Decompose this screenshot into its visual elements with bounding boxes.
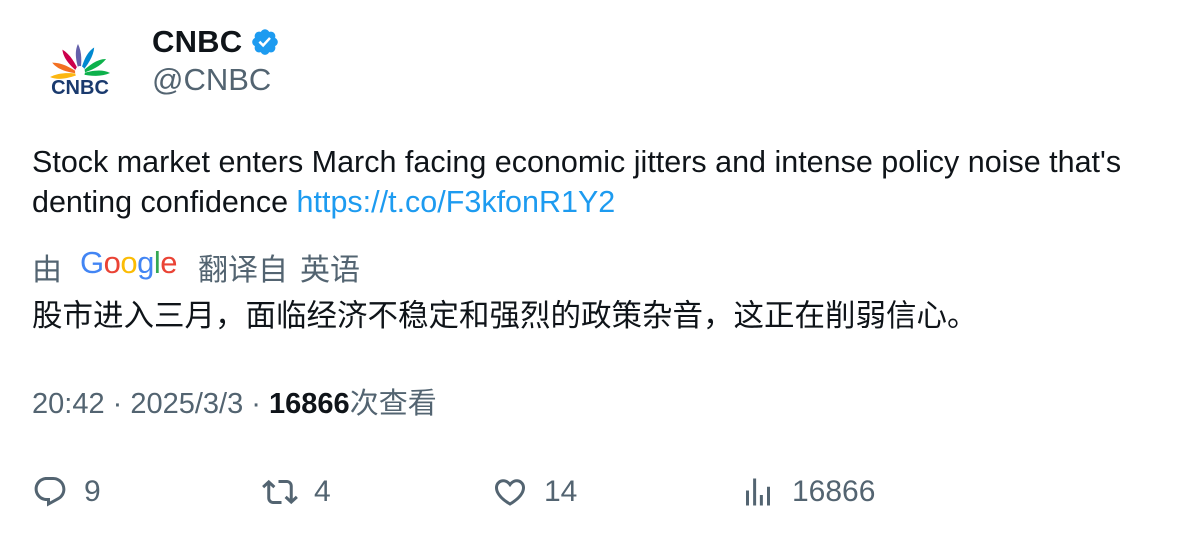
tweet-body: Stock market enters March facing economi… [32, 145, 1122, 219]
like-button[interactable]: 14 [492, 470, 577, 514]
google-logo-icon: Google [80, 245, 178, 289]
tweet-link[interactable]: https://t.co/F3kfonR1Y2 [296, 185, 616, 219]
tweet-time[interactable]: 20:42 [32, 388, 105, 420]
retweet-button[interactable]: 4 [262, 470, 331, 514]
tweet-date[interactable]: 2025/3/3 [130, 388, 244, 420]
source-language: 英语 [300, 254, 360, 287]
translated-from-label: 翻译自 [198, 254, 288, 287]
reply-button[interactable]: 9 [32, 470, 101, 514]
meta-separator: · [243, 388, 270, 420]
meta-separator: · [104, 388, 131, 420]
like-icon [494, 479, 526, 506]
author-name-row: CNBC [152, 22, 280, 62]
author-handle[interactable]: @CNBC [152, 62, 272, 97]
display-name[interactable]: CNBC [152, 24, 243, 59]
retweet-icon [262, 479, 298, 505]
tweet-meta: 20:42 · 2025/3/3 · 16866次查看 [32, 384, 437, 424]
translated-by-label: 由 [32, 254, 62, 287]
views-count: 16866 [269, 388, 350, 420]
like-count: 14 [544, 475, 578, 508]
peacock-logo-icon: CNBC [50, 44, 111, 99]
action-bar: 9 4 14 16866 [0, 470, 1196, 514]
translated-text: 股市进入三月，面临经济不稳定和强烈的政策杂音，这正在削弱信心。 [32, 299, 978, 333]
reply-count: 9 [84, 475, 101, 508]
reply-icon [34, 477, 66, 507]
translation-attribution: 由 Google 翻译自 英语 [32, 245, 360, 289]
retweet-count: 4 [314, 475, 331, 508]
verified-badge-icon[interactable] [250, 27, 280, 57]
svg-text:Google: Google [80, 245, 177, 280]
views-button[interactable]: 16866 [740, 470, 875, 514]
svg-text:CNBC: CNBC [51, 77, 109, 99]
views-label: 次查看 [349, 388, 437, 420]
views-action-count: 16866 [792, 475, 876, 508]
avatar[interactable]: CNBC [40, 36, 120, 106]
tweet-text: Stock market enters March facing economi… [32, 142, 1162, 222]
analytics-icon [746, 478, 770, 506]
